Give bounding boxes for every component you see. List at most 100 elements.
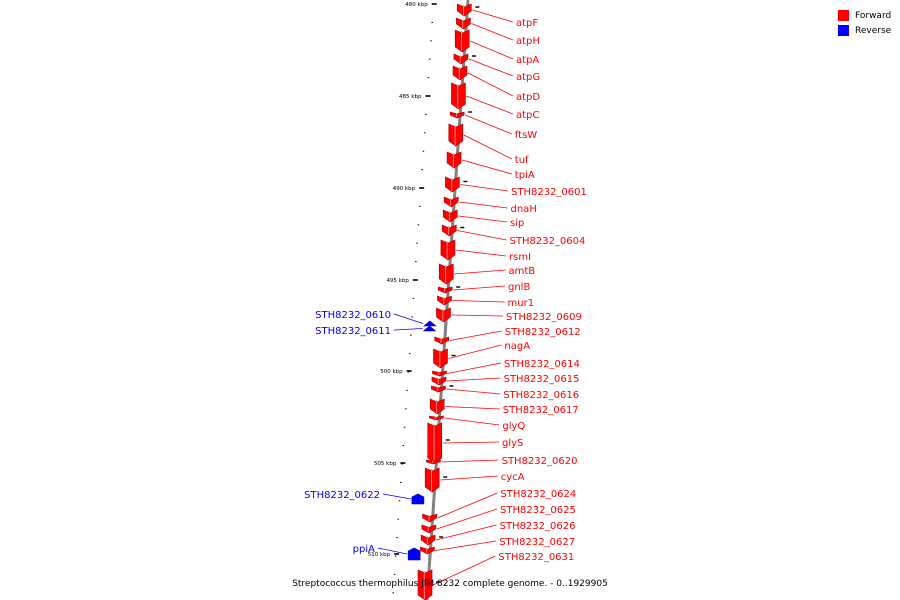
forward-gene-arrow[interactable] [432,370,447,377]
gene-label[interactable]: amtB [509,266,536,277]
gene-label[interactable]: atpG [516,72,540,83]
gene-label[interactable]: atpH [516,36,540,47]
gene-label[interactable]: dnaH [511,204,537,215]
gene-label[interactable]: STH8232_0626 [500,521,576,532]
gene-label[interactable]: STH8232_0631 [498,552,574,563]
gene-label[interactable]: atpA [516,55,539,66]
gene-label[interactable]: STH8232_0622 [304,490,380,501]
gene-label[interactable]: STH8232_0614 [504,359,580,370]
leader-line [436,524,497,541]
leader-line [446,388,501,395]
leader-line [458,215,508,223]
gene-label[interactable]: ftsW [515,130,537,141]
forward-gene-arrow[interactable] [426,459,441,465]
leader-line [461,159,512,175]
leader-line [467,72,514,97]
gene-label[interactable]: STH8232_0609 [506,312,582,323]
forward-gene-arrow[interactable] [420,546,435,555]
axis-tick-label: 505 kbp [374,461,397,467]
forward-gene-arrow[interactable] [454,29,470,53]
forward-gene-arrow[interactable] [448,123,464,147]
gene-label[interactable]: rsmI [509,252,531,263]
forward-gene-arrow[interactable] [451,82,466,110]
axis-major-ticks: 480 kbp 485 kbp 490 kbp 495 kbp 500 kbp 505 k… [368,2,437,558]
forward-gene-arrow[interactable] [421,524,437,534]
axis-tick-label: 495 kbp [386,278,409,284]
gene-label[interactable]: gnlB [508,282,530,293]
forward-gene-arrow[interactable] [433,348,448,369]
forward-gene-arrow[interactable] [443,196,459,208]
forward-gene-arrow[interactable] [420,534,436,546]
reverse-gene-arrow[interactable] [423,320,437,327]
legend-reverse[interactable]: Reverse [838,23,891,38]
reverse-gene-arrow[interactable] [407,547,421,561]
forward-gene-arrow[interactable] [436,307,451,323]
forward-gene-arrow[interactable] [431,385,446,393]
gene-label[interactable]: atpD [516,92,540,103]
forward-gene-arrow[interactable] [445,176,460,193]
gene-label[interactable]: STH8232_0612 [505,327,581,338]
axis-tick-label: 480 kbp [405,2,428,8]
gene-label[interactable]: STH8232_0624 [500,489,576,500]
gene-label[interactable]: nagA [504,341,530,352]
forward-gene-arrow[interactable] [449,111,465,119]
gene-label[interactable]: STH8232_0615 [504,374,580,385]
gene-label[interactable]: ppiA [353,544,375,555]
label-leader-lines [377,9,514,586]
gene-label[interactable]: STH8232_0620 [502,456,578,467]
gene-label[interactable]: STH8232_0611 [315,326,391,337]
gene-label[interactable]: STH8232_0604 [510,236,586,247]
leader-line [432,555,496,586]
leader-line [441,459,499,463]
forward-gene-arrow[interactable] [440,239,456,261]
leader-line [470,40,514,60]
gene-label[interactable]: mur1 [508,298,535,309]
gene-label[interactable]: STH8232_0627 [499,537,575,548]
forward-gene-arrow[interactable] [446,151,462,169]
gene-label[interactable]: STH8232_0625 [500,505,576,516]
forward-gene-arrow[interactable] [453,53,469,65]
forward-gene-arrow[interactable] [456,17,471,30]
forward-gene-arrow[interactable] [427,422,443,464]
forward-gene-arrow[interactable] [442,209,458,223]
forward-gene-arrow[interactable] [429,398,445,415]
forward-gene-arrow[interactable] [417,569,433,600]
forward-gene-arrow[interactable] [431,376,447,386]
gene-label[interactable]: STH8232_0610 [315,310,391,321]
leader-line [471,23,514,41]
leader-line [453,285,506,291]
leader-line [468,58,514,77]
forward-gene-arrow[interactable] [441,224,457,237]
gene-label[interactable]: tuf [515,155,529,166]
gene-label[interactable]: sip [510,218,524,229]
gene-label[interactable]: atpC [516,110,539,121]
reverse-swatch [838,25,849,36]
gene-label[interactable]: glyS [502,438,523,449]
forward-gene-arrow[interactable] [434,336,450,345]
forward-gene-arrow[interactable] [429,415,444,421]
legend-forward[interactable]: Forward [838,8,891,23]
forward-gene-arrow[interactable] [438,263,454,285]
leader-line [464,114,512,135]
forward-gene-arrow[interactable] [452,65,468,81]
gene-label[interactable]: glyQ [502,421,525,432]
leader-line [437,492,498,519]
gene-label[interactable]: tpiA [515,170,535,181]
forward-gene-arrow[interactable] [437,295,452,306]
forward-swatch [838,10,849,21]
forward-gene-arrow[interactable] [424,467,440,493]
gene-label[interactable]: cycA [501,472,525,483]
forward-gene-arrow[interactable] [422,513,437,523]
reverse-gene-arrow[interactable] [411,493,425,505]
axis-tick-label: 500 kbp [380,369,403,375]
forward-gene-arrow[interactable] [457,3,472,17]
reverse-gene-arrow[interactable] [422,325,437,332]
forward-gene-arrow[interactable] [437,286,453,294]
gene-label[interactable]: STH8232_0617 [503,405,579,416]
gene-label[interactable]: STH8232_0616 [503,390,579,401]
gene-label[interactable]: atpF [516,18,538,29]
leader-line [463,134,512,160]
leader-line [460,184,509,192]
genome-caption: Streptococcus thermophilus JIM 8232 comp… [292,579,608,589]
gene-label[interactable]: STH8232_0601 [511,187,587,198]
